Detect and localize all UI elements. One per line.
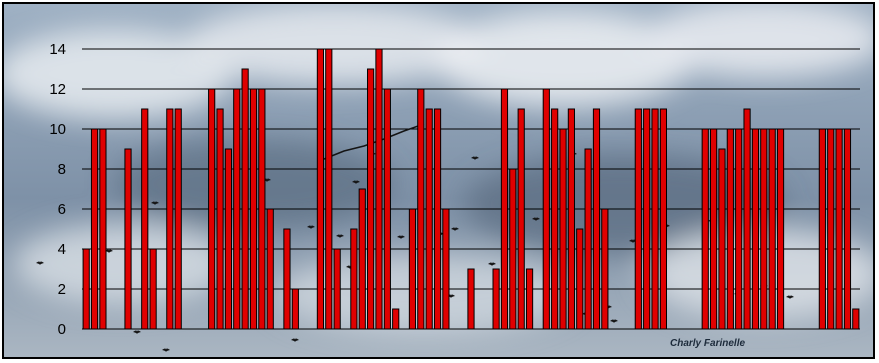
bar: [835, 128, 843, 330]
bird: [352, 180, 360, 184]
bar: [149, 248, 157, 330]
bar: [417, 88, 425, 330]
bar: [224, 148, 232, 330]
bird: [291, 338, 299, 342]
bar: [216, 108, 224, 330]
y-tick-label: 8: [58, 161, 66, 178]
bar: [701, 128, 709, 330]
bar: [425, 108, 433, 330]
bird: [488, 262, 496, 266]
bar: [383, 88, 391, 330]
bird: [471, 156, 479, 160]
bar: [601, 208, 609, 330]
bar: [241, 68, 249, 330]
bird: [451, 227, 459, 231]
bar: [375, 48, 383, 330]
y-tick-label: 4: [58, 241, 66, 258]
bar: [325, 48, 333, 330]
bird: [307, 225, 315, 229]
bar: [509, 168, 517, 330]
y-axis-ticks: 0 2 4 6 8 10 12 14: [49, 41, 66, 338]
bar: [584, 148, 592, 330]
bar: [316, 48, 325, 330]
photo-credit: Charly Farinelle: [670, 338, 745, 349]
bird: [133, 330, 141, 334]
bar: [166, 108, 174, 330]
bird: [151, 201, 159, 205]
bar: [710, 128, 718, 330]
bar: [266, 208, 274, 330]
bar: [718, 148, 726, 330]
bar: [82, 248, 90, 330]
bar: [408, 208, 417, 330]
bar: [333, 248, 341, 330]
bar: [467, 268, 475, 330]
bar: [843, 128, 852, 330]
bar: [233, 88, 241, 330]
bar: [517, 108, 525, 330]
bar: [659, 108, 667, 330]
bar: [99, 128, 107, 330]
bar: [433, 108, 442, 330]
bar: [827, 128, 835, 330]
bar: [634, 108, 642, 330]
bar: [651, 108, 659, 330]
y-tick-label: 10: [49, 121, 66, 138]
y-tick-label: 14: [49, 41, 66, 58]
bar: [350, 228, 358, 330]
bar: [492, 268, 500, 330]
bird: [105, 249, 113, 253]
bar: [141, 108, 149, 330]
bird: [610, 319, 618, 323]
bar: [751, 128, 760, 330]
bird: [532, 217, 540, 221]
bar: [726, 128, 734, 330]
bird: [336, 234, 344, 238]
bars: [82, 48, 860, 330]
bar: [852, 308, 860, 330]
bar: [291, 288, 299, 330]
bar: [283, 228, 291, 330]
bar: [500, 88, 509, 330]
bar: [735, 128, 743, 330]
bar: [367, 68, 375, 330]
bar: [525, 268, 534, 330]
bar: [643, 108, 651, 330]
bird: [397, 235, 405, 239]
bar: [124, 148, 132, 330]
bar: [551, 108, 559, 330]
bar: [776, 128, 785, 330]
y-tick-label: 2: [58, 281, 66, 298]
chart-frame: 0 2 4 6 8 10 12 14 Charly Farinelle: [2, 2, 875, 359]
bar: [760, 128, 768, 330]
bar: [208, 88, 216, 330]
bar: [743, 108, 751, 330]
bird: [162, 348, 170, 352]
bar: [768, 128, 776, 330]
bar: [358, 188, 366, 330]
bird: [36, 261, 44, 265]
y-tick-label: 6: [58, 201, 66, 218]
y-tick-label: 0: [58, 321, 66, 338]
bar: [258, 88, 266, 330]
bar: [559, 128, 567, 330]
bird: [786, 295, 794, 299]
bar: [442, 208, 450, 330]
bar: [249, 88, 258, 330]
y-tick-label: 12: [49, 81, 66, 98]
bar: [542, 88, 550, 330]
bar-chart: 0 2 4 6 8 10 12 14 Charly Farinelle: [4, 4, 873, 357]
bar: [392, 308, 400, 330]
bar: [592, 108, 601, 330]
bar: [174, 108, 182, 330]
bar: [567, 108, 575, 330]
bar: [90, 128, 99, 330]
bar: [576, 228, 584, 330]
bar: [818, 128, 826, 330]
